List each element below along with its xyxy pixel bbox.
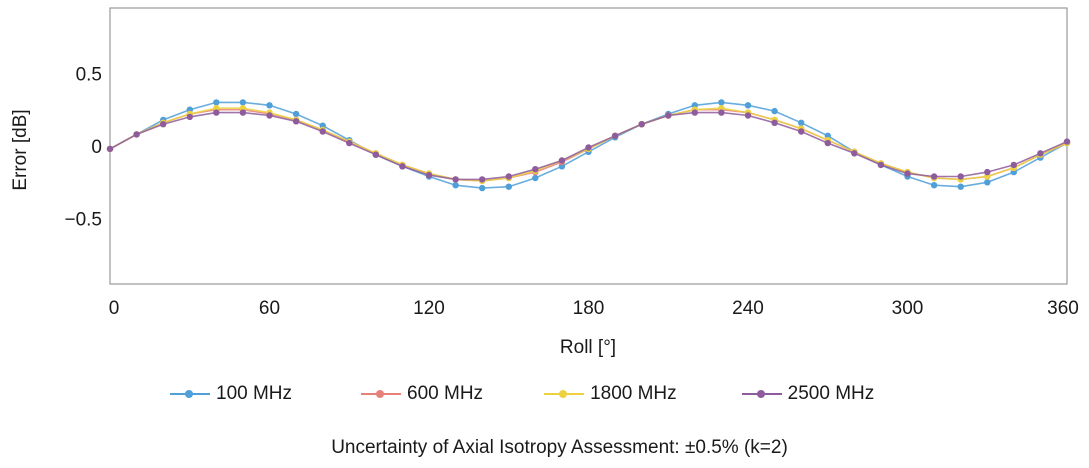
data-point <box>292 118 300 125</box>
data-point <box>266 112 273 119</box>
legend-marker <box>185 390 193 398</box>
data-point <box>771 119 778 127</box>
data-point <box>213 109 220 116</box>
data-point <box>877 161 885 169</box>
legend-item-100mhz: 100 MHz <box>170 383 292 405</box>
legend-label: 2500 MHz <box>787 383 875 404</box>
x-tick-label: 180 <box>573 298 605 319</box>
data-point <box>824 139 831 147</box>
data-point <box>638 121 645 128</box>
data-point <box>1010 161 1017 169</box>
data-point <box>930 173 938 180</box>
x-tick-label: 60 <box>259 298 280 319</box>
data-point <box>718 99 725 106</box>
data-point <box>479 176 486 183</box>
x-tick-label: 120 <box>413 298 445 319</box>
data-point <box>186 113 193 121</box>
data-point <box>239 109 247 116</box>
data-point <box>505 183 512 190</box>
data-point <box>744 102 752 109</box>
legend-item-1800mhz: 1800 MHz <box>544 383 677 405</box>
data-point <box>399 163 406 170</box>
data-point <box>505 173 512 180</box>
data-point <box>452 182 459 189</box>
data-point <box>798 119 805 127</box>
y-axis-label: Error [dB] <box>10 109 31 190</box>
legend-label: 1800 MHz <box>590 383 677 404</box>
data-point <box>160 121 167 128</box>
chart-plot: 0 60 120 180 240 300 360 0.5 0 −0.5 Roll [°] Err… <box>10 7 1079 358</box>
data-point <box>957 173 964 180</box>
x-tick-label: 360 <box>1047 298 1079 319</box>
data-point <box>984 173 991 180</box>
data-point <box>292 110 300 118</box>
data-point <box>346 139 353 147</box>
x-axis-label: Roll [°] <box>560 337 616 358</box>
data-point <box>479 184 486 192</box>
data-point <box>691 109 698 116</box>
legend-swatch-2500mhz <box>741 387 782 401</box>
data-point <box>266 102 273 109</box>
data-point <box>665 112 672 119</box>
legend-swatch-1800mhz <box>544 387 585 401</box>
data-point <box>957 183 964 190</box>
legend-marker <box>376 390 385 398</box>
y-tick-label: −0.5 <box>64 210 102 231</box>
data-point <box>106 145 114 153</box>
data-point <box>798 128 805 135</box>
data-point <box>984 168 991 176</box>
x-tick-label: 300 <box>892 298 924 319</box>
legend: 100 MHz 600 MHz 1800 MHz 2500 MHz <box>170 379 1050 409</box>
y-tick-labels: 0.5 0 −0.5 <box>64 64 102 230</box>
data-point <box>585 144 592 151</box>
data-point <box>213 99 220 106</box>
data-point <box>425 171 433 179</box>
legend-swatch-100mhz <box>170 387 210 401</box>
data-point <box>319 128 326 135</box>
data-point <box>239 99 247 106</box>
legend-label: 100 MHz <box>216 383 293 404</box>
data-point <box>718 105 725 112</box>
data-point <box>904 170 911 177</box>
legend-label: 600 MHz <box>407 383 484 404</box>
data-point <box>691 102 698 109</box>
legend-marker <box>756 390 765 398</box>
data-point <box>532 174 539 182</box>
legend-item-600mhz: 600 MHz <box>361 383 483 405</box>
uncertainty-note: Uncertainty of Axial Isotropy Assessment… <box>331 437 788 458</box>
x-tick-label: 240 <box>732 298 764 319</box>
y-tick-label: 0 <box>91 137 102 158</box>
data-point <box>771 107 778 115</box>
x-tick-labels: 0 60 120 180 240 300 360 <box>109 298 1079 319</box>
series-layer <box>106 99 1071 192</box>
data-point <box>452 176 459 183</box>
data-point <box>213 105 220 112</box>
data-point <box>930 182 938 189</box>
data-point <box>372 151 379 158</box>
legend-marker <box>559 390 568 398</box>
data-point <box>133 131 140 138</box>
data-point <box>532 166 539 173</box>
data-point <box>239 105 247 112</box>
x-tick-label: 0 <box>109 298 120 319</box>
data-point <box>611 132 619 139</box>
data-point <box>1063 138 1071 145</box>
series-2500mhz <box>106 109 1071 183</box>
data-point <box>851 150 858 157</box>
data-point <box>984 179 991 186</box>
data-point <box>744 112 752 119</box>
y-tick-label: 0.5 <box>76 64 102 85</box>
data-point <box>558 157 566 164</box>
legend-swatch-600mhz <box>361 387 402 401</box>
data-point <box>718 109 725 116</box>
data-point <box>1037 150 1044 157</box>
legend-item-2500mhz: 2500 MHz <box>741 383 875 405</box>
data-point <box>824 132 831 139</box>
